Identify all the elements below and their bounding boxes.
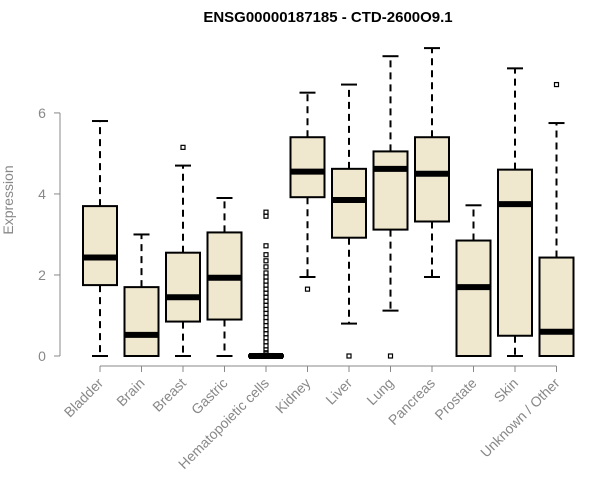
- outlier-point: [263, 318, 269, 325]
- box-pancreas: [414, 47, 450, 278]
- box-skin: [497, 67, 533, 357]
- iqr-box: [331, 167, 367, 239]
- outlier-point: [263, 331, 269, 337]
- outlier-point: [263, 209, 269, 215]
- iqr-box: [82, 205, 118, 287]
- outlier-point: [263, 243, 269, 249]
- outlier-point: [263, 347, 269, 353]
- outlier-point: [263, 274, 269, 280]
- box-prostate: [455, 204, 492, 358]
- outlier-point: [263, 298, 269, 304]
- y-tick-label: 4: [38, 186, 46, 202]
- outlier-point: [263, 310, 269, 317]
- x-tick-label: Brain: [113, 375, 147, 409]
- y-axis-label: Expression: [0, 165, 16, 234]
- outlier-point: [263, 213, 269, 219]
- outlier-point: [263, 290, 269, 296]
- box-brain: [123, 233, 160, 357]
- iqr-box: [455, 239, 492, 358]
- outlier-point: [263, 282, 269, 288]
- y-tick-label: 6: [38, 105, 46, 121]
- iqr-box: [165, 251, 201, 323]
- outlier-point: [263, 350, 269, 356]
- outlier-point: [346, 353, 352, 359]
- outlier-point: [263, 306, 269, 313]
- x-tick-label: Lung: [363, 375, 396, 408]
- outlier-point: [263, 264, 269, 270]
- x-tick-label: Breast: [149, 375, 189, 415]
- box-breast: [165, 144, 201, 357]
- x-tick-label: Liver: [322, 375, 355, 408]
- outlier-point: [263, 323, 269, 329]
- iqr-box: [289, 136, 326, 199]
- outlier-point: [263, 339, 269, 345]
- outlier-point: [263, 327, 269, 333]
- outlier-point: [263, 343, 269, 349]
- iqr-box: [123, 286, 160, 357]
- box-kidney: [289, 91, 326, 292]
- outlier-point: [387, 353, 394, 359]
- box-series: [82, 47, 575, 359]
- outlier-point: [263, 278, 269, 284]
- box-hematopoietic-cells: [248, 209, 284, 359]
- iqr-box: [414, 136, 450, 223]
- x-tick-label: Skin: [491, 375, 522, 406]
- chart-title: ENSG00000187185 - CTD-2600O9.1: [203, 9, 452, 26]
- outlier-point: [304, 286, 311, 292]
- x-tick-label: Bladder: [61, 375, 107, 421]
- y-tick-label: 0: [38, 348, 46, 364]
- x-tick-label: Prostate: [431, 375, 479, 423]
- outlier-point: [263, 286, 269, 292]
- outlier-point: [263, 335, 269, 341]
- box-bladder: [82, 120, 118, 357]
- outlier-point: [263, 258, 269, 264]
- outlier-point: [553, 81, 560, 88]
- box-gastric: [206, 197, 243, 357]
- iqr-box: [538, 256, 575, 357]
- box-unknown-other: [538, 81, 575, 357]
- x-tick-label: Unknown / Other: [477, 375, 563, 461]
- iqr-box: [497, 168, 533, 337]
- iqr-box: [372, 150, 409, 231]
- box-lung: [372, 55, 409, 359]
- outlier-point: [180, 144, 186, 150]
- y-tick-label: 2: [38, 267, 46, 283]
- outlier-point: [263, 252, 269, 258]
- x-tick-label: Kidney: [272, 375, 314, 417]
- y-axis: 0 2 4 6: [38, 105, 61, 364]
- outlier-point: [263, 302, 269, 308]
- box-liver: [331, 83, 367, 359]
- outlier-point: [263, 270, 269, 276]
- outlier-point: [263, 314, 269, 321]
- outlier-point: [263, 294, 269, 300]
